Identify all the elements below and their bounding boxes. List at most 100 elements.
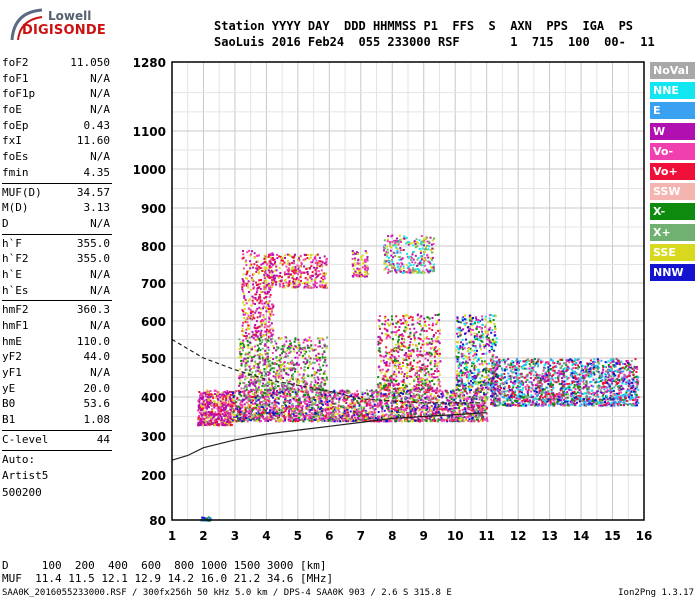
param-value: 355.0: [76, 252, 110, 266]
echo-point: [475, 408, 478, 411]
echo-point: [357, 418, 360, 421]
echo-point: [389, 378, 392, 381]
echo-point: [238, 375, 241, 378]
echo-point: [428, 271, 431, 274]
echo-point: [292, 348, 295, 351]
echo-point: [367, 400, 370, 403]
echo-point: [372, 400, 375, 403]
echo-point: [203, 399, 206, 402]
echo-point: [274, 362, 276, 365]
echo-point: [424, 237, 427, 240]
echo-point: [245, 352, 248, 355]
echo-point: [301, 282, 304, 285]
params-group-b: MUF(D) 34.57 M(D) 3.13 D N/A: [2, 185, 112, 232]
echo-point: [243, 412, 246, 415]
echo-point: [224, 397, 227, 400]
echo-point: [423, 239, 426, 242]
echo-point: [320, 381, 323, 384]
echo-point: [246, 396, 249, 399]
echo-point: [316, 275, 319, 278]
echo-point: [420, 264, 423, 267]
param-label: D: [2, 216, 9, 230]
echo-point: [323, 391, 326, 394]
echo-point: [284, 257, 286, 259]
echo-point: [258, 265, 261, 268]
echo-point: [259, 409, 262, 412]
echo-point: [236, 413, 238, 416]
echo-point: [354, 270, 357, 273]
echo-point: [250, 399, 253, 402]
echo-point: [323, 345, 326, 348]
echo-point: [478, 406, 481, 409]
echo-point: [472, 399, 475, 402]
echo-point: [245, 359, 248, 362]
echo-point: [425, 391, 428, 394]
echo-point: [383, 399, 386, 402]
echo-point: [267, 416, 270, 419]
echo-point: [322, 280, 324, 282]
echo-point: [475, 395, 478, 398]
echo-point: [252, 333, 255, 336]
param-row: yF2 44.0: [2, 349, 112, 365]
echo-point: [395, 368, 398, 371]
echo-point: [245, 384, 248, 387]
echo-point: [249, 309, 252, 311]
echo-point: [270, 338, 273, 341]
echo-point: [358, 270, 361, 273]
echo-point: [317, 356, 320, 359]
echo-point: [356, 267, 359, 270]
echo-point: [401, 406, 404, 409]
echo-point: [319, 419, 322, 421]
echo-point: [295, 405, 298, 408]
echo-point: [311, 402, 314, 405]
echo-point: [246, 376, 249, 379]
echo-point: [259, 369, 262, 372]
echo-point: [406, 418, 409, 421]
echo-point: [271, 279, 274, 282]
echo-point: [360, 409, 363, 412]
echo-point: [411, 271, 414, 274]
echo-point: [439, 389, 442, 392]
echo-point: [294, 420, 297, 423]
echo-point: [367, 416, 370, 419]
echo-point: [279, 395, 282, 398]
echo-point: [284, 392, 287, 395]
echo-point: [357, 416, 360, 419]
echo-point: [402, 267, 405, 270]
echo-point: [308, 403, 311, 406]
echo-point: [234, 407, 237, 410]
echo-point: [365, 413, 368, 416]
echo-point: [364, 250, 367, 253]
echo-point: [303, 412, 306, 415]
echo-point: [221, 393, 224, 396]
echo-point: [213, 401, 216, 404]
echo-point: [316, 371, 318, 374]
echo-point: [292, 259, 295, 262]
echo-point: [323, 286, 326, 289]
echo-point: [419, 397, 422, 400]
echo-point: [353, 396, 356, 398]
echo-point: [451, 410, 454, 413]
echo-point: [239, 416, 242, 419]
echo-point: [268, 360, 271, 362]
echo-point: [243, 403, 246, 406]
echo-point: [271, 263, 274, 266]
echo-point: [361, 393, 364, 396]
echo-point: [280, 419, 283, 422]
echo-point: [361, 414, 364, 417]
echo-point: [431, 239, 434, 242]
echo-point: [267, 256, 270, 258]
echo-point: [395, 415, 398, 418]
echo-point: [317, 369, 319, 372]
echo-point: [297, 403, 300, 406]
echo-point: [267, 346, 270, 349]
echo-point: [440, 419, 443, 421]
echo-point: [242, 410, 245, 413]
echo-point: [288, 386, 291, 389]
echo-point: [241, 390, 244, 393]
echo-point: [411, 419, 414, 422]
param-row: B1 1.08: [2, 412, 112, 428]
echo-point: [280, 378, 283, 381]
echo-point: [281, 409, 284, 412]
echo-point: [255, 387, 257, 390]
